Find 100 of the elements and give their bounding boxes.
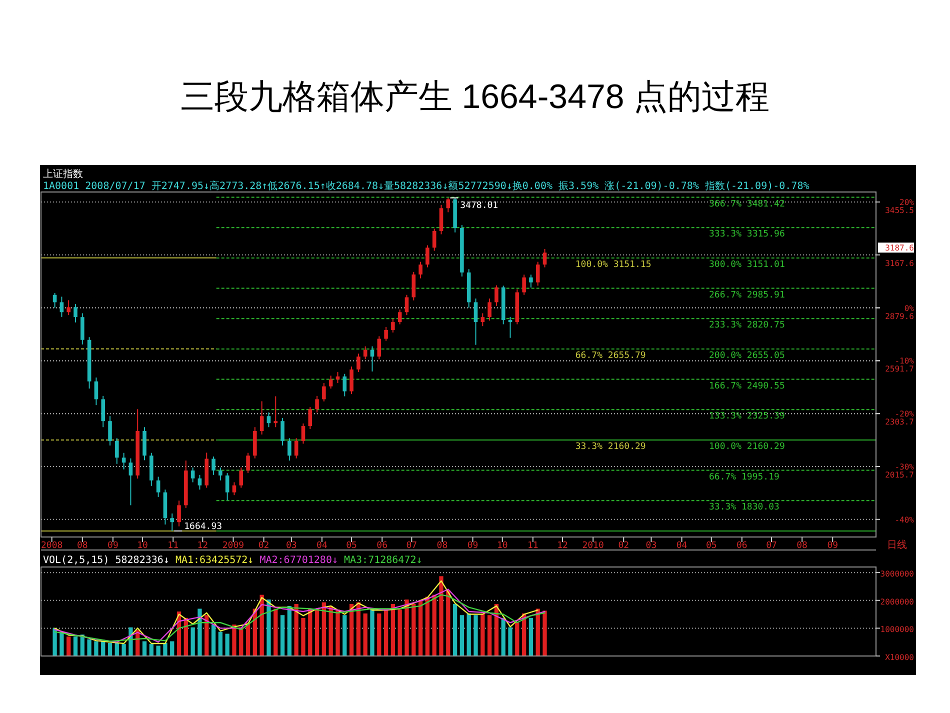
x-tick-label: 05 — [706, 541, 717, 551]
y2-tick-label: -20% — [894, 410, 914, 419]
text: MA3:71286472↓ — [344, 555, 422, 566]
annotation: 1A0001 2008/07/17 开2747.95↓高2773.28↑低2676.15↑收2684.78↓量58282336↓额52772590↓换0.00% 振3.59% 涨(-21.09)-0.78% 指数(-21.09)-0.78% — [43, 180, 810, 192]
text: 3187.6 — [885, 244, 914, 253]
bar — [487, 615, 492, 656]
ref-line-label: 300.0% 3151.01 — [709, 260, 785, 270]
x-tick-label: 2010 — [582, 541, 604, 551]
bar — [418, 600, 423, 656]
bar — [218, 632, 222, 656]
x-tick-label: 06 — [376, 541, 388, 551]
bar — [156, 646, 160, 656]
ref-line-label: 100.0% 2160.29 — [709, 442, 785, 452]
ref-line-label: 166.7% 2490.55 — [709, 381, 785, 392]
text: MA1:63425572↓ — [175, 555, 254, 566]
bar — [60, 632, 64, 656]
y-tick-label: 2879.6 — [885, 312, 914, 321]
bar — [225, 634, 230, 656]
bar — [280, 615, 285, 656]
x-tick-label: 11 — [168, 541, 179, 551]
bar — [452, 604, 458, 656]
text: 日线 — [887, 539, 907, 551]
bar — [370, 608, 374, 656]
ref-line-label: 233.3% 2820.75 — [709, 320, 785, 331]
bar — [480, 613, 485, 656]
ref-line-label: 333.3% 3315.96 — [709, 230, 785, 240]
x-tick-label: 08 — [76, 541, 88, 551]
bar — [294, 604, 298, 656]
bar — [163, 642, 168, 656]
bar — [425, 596, 430, 656]
y2-tick-label: 20% — [900, 198, 914, 207]
x-tick-label: 07 — [766, 541, 777, 551]
bar — [266, 600, 271, 656]
bar — [432, 594, 436, 656]
bar — [287, 606, 292, 656]
annotation: 3478.01 — [460, 200, 498, 211]
bar — [501, 618, 506, 656]
bar — [528, 618, 534, 656]
y-tick-label: 2591.7 — [885, 364, 914, 374]
y-tick-label: 3167.6 — [885, 258, 914, 268]
bar — [336, 610, 340, 656]
bar — [66, 636, 71, 656]
x-tick-label: 04 — [676, 541, 688, 551]
x-tick-label: 07 — [406, 541, 418, 551]
ref-line-label: 33.3% 1830.03 — [709, 502, 780, 513]
bar — [211, 624, 216, 656]
y-tick-label: 2015.7 — [885, 470, 914, 480]
bar — [466, 613, 471, 656]
x-tick-label: 08 — [796, 541, 808, 551]
x-tick-label: 08 — [436, 541, 448, 551]
annotation: 1664.93 — [184, 522, 222, 532]
bar — [439, 576, 444, 656]
x-tick-label: 02 — [618, 541, 630, 551]
y-tick-label: 2000000 — [880, 597, 914, 606]
line-series — [54, 580, 538, 644]
bar — [398, 610, 402, 656]
bar — [536, 608, 540, 656]
ref-line-label: 66.7% 2655.79 — [575, 350, 646, 361]
bar — [122, 644, 126, 656]
bar — [342, 615, 347, 656]
x-tick-label: 03 — [646, 541, 657, 551]
ref-line-label: 366.7% 3481.42 — [709, 199, 785, 210]
x-tick-label: 03 — [286, 541, 297, 551]
bar — [322, 602, 326, 656]
bar — [73, 636, 78, 656]
x-tick-label: 09 — [827, 541, 838, 551]
bar — [390, 604, 396, 656]
bar — [515, 622, 520, 656]
y-tick-label: 2303.7 — [885, 418, 914, 427]
x-tick-label: 10 — [137, 541, 148, 551]
y-tick-label: 3000000 — [880, 570, 914, 579]
x-tick-label: 09 — [108, 541, 118, 551]
bar — [170, 641, 174, 656]
y2-tick-label: -10% — [894, 356, 914, 366]
y-tick-label: X10000 — [885, 653, 914, 662]
bar — [149, 644, 154, 656]
ref-line-label: 266.7% 2985.91 — [709, 290, 785, 300]
bar — [446, 590, 450, 656]
y-tick-label: 1000000 — [880, 625, 914, 634]
chart-subtitle: VOL(2,5,15) 58282336↓ — [43, 555, 170, 566]
bar — [274, 608, 278, 656]
x-tick-label: 2009 — [222, 541, 244, 551]
y2-tick-label: -30% — [894, 462, 914, 472]
bar — [87, 639, 92, 656]
bar — [204, 615, 209, 656]
y2-tick-label: -40% — [894, 515, 914, 524]
bar — [542, 610, 547, 656]
ref-line-label: 133.3% 2325.39 — [709, 412, 785, 422]
bar — [384, 608, 388, 656]
x-tick-label: 04 — [316, 541, 328, 551]
bar — [52, 628, 57, 656]
ref-line-label: 100.0% 3151.15 — [575, 260, 652, 270]
x-tick-label: 10 — [496, 541, 508, 551]
chart-title: 三段九格箱体产生 1664-3478 点的过程 — [180, 78, 770, 116]
bar — [108, 642, 112, 656]
y2-tick-label: 0% — [904, 304, 914, 313]
x-tick-label: 12 — [557, 541, 568, 551]
bar — [363, 613, 368, 656]
ref-line-label: 66.7% 1995.19 — [709, 472, 780, 482]
bar — [474, 615, 478, 656]
